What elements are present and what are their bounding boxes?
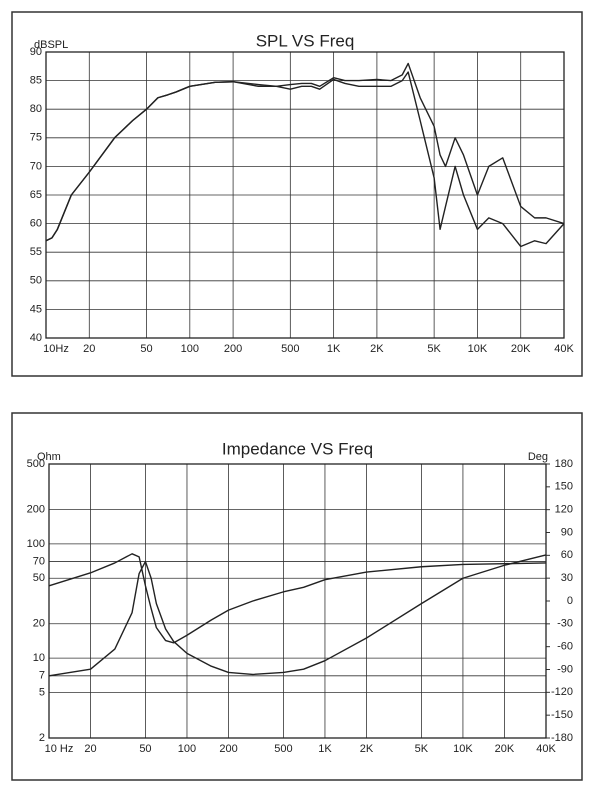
x-tick-label: 1K (318, 743, 332, 755)
x-tick-label: 200 (224, 343, 242, 355)
y-tick-label: 55 (30, 246, 42, 258)
x-tick-label: 40K (536, 743, 556, 755)
chart-frame (11, 412, 583, 781)
y-tick-label: 60 (30, 218, 42, 230)
y-tick-label: 70 (33, 555, 45, 567)
y-tick-label: 70 (30, 160, 42, 172)
x-tick-label: 40K (554, 343, 574, 355)
x-tick-label: 50 (139, 743, 151, 755)
x-tick-label: 10 Hz (45, 743, 74, 755)
x-tick-label: 500 (274, 743, 292, 755)
data-line (45, 71, 565, 248)
x-tick-label: 1K (327, 343, 341, 355)
y2-tick-label: -120 (551, 686, 573, 698)
y-axis-label: Ohm (37, 451, 61, 463)
y2-tick-label: 150 (555, 481, 573, 493)
y-tick-label: 80 (30, 103, 42, 115)
y-axis-label: dBSPL (34, 39, 68, 51)
y2-tick-label: 0 (567, 595, 573, 607)
y-tick-label: 50 (33, 572, 45, 584)
x-tick-label: 20K (511, 343, 531, 355)
x-tick-label: 500 (281, 343, 299, 355)
y-tick-label: 2 (39, 732, 45, 744)
y-tick-label: 7 (39, 670, 45, 682)
x-tick-label: 100 (181, 343, 199, 355)
x-tick-label: 200 (219, 743, 237, 755)
x-tick-label: 20 (83, 343, 95, 355)
data-line (48, 553, 547, 644)
y-tick-label: 65 (30, 189, 42, 201)
y-tick-label: 90 (30, 46, 42, 58)
x-tick-label: 5K (427, 343, 441, 355)
x-tick-label: 2K (370, 343, 384, 355)
y2-tick-label: 30 (561, 572, 573, 584)
chart-frame (11, 11, 583, 377)
chart-title: SPL VS Freq (256, 31, 355, 50)
x-tick-label: 10K (453, 743, 473, 755)
y2-tick-label: -30 (557, 618, 573, 630)
x-tick-label: 50 (140, 343, 152, 355)
chart-title: Impedance VS Freq (222, 439, 373, 458)
y-tick-label: 75 (30, 132, 42, 144)
y-tick-label: 85 (30, 75, 42, 87)
y-tick-label: 50 (30, 275, 42, 287)
x-tick-label: 20 (84, 743, 96, 755)
x-tick-label: 20K (495, 743, 515, 755)
data-line (48, 554, 547, 677)
x-tick-label: 10Hz (43, 343, 69, 355)
y2-tick-label: -180 (551, 732, 573, 744)
y2-tick-label: -150 (551, 709, 573, 721)
y-tick-label: 10 (33, 652, 45, 664)
x-tick-label: 2K (360, 743, 374, 755)
x-tick-label: 5K (415, 743, 429, 755)
y-tick-label: 5 (39, 686, 45, 698)
y-tick-label: 20 (33, 618, 45, 630)
y2-tick-label: 180 (555, 458, 573, 470)
data-line (45, 62, 565, 242)
y-tick-label: 40 (30, 332, 42, 344)
y-tick-label: 500 (27, 458, 45, 470)
x-tick-label: 10K (468, 343, 488, 355)
y2-axis-label: Deg (528, 451, 548, 463)
plot-frame (48, 463, 547, 739)
plot-frame (45, 51, 565, 339)
y2-tick-label: 120 (555, 504, 573, 516)
y-tick-label: 100 (27, 538, 45, 550)
y2-tick-label: 60 (561, 549, 573, 561)
y2-tick-label: -90 (557, 663, 573, 675)
x-tick-label: 100 (178, 743, 196, 755)
y-tick-label: 45 (30, 303, 42, 315)
y-tick-label: 200 (27, 503, 45, 515)
y2-tick-label: -60 (557, 641, 573, 653)
y2-tick-label: 90 (561, 526, 573, 538)
